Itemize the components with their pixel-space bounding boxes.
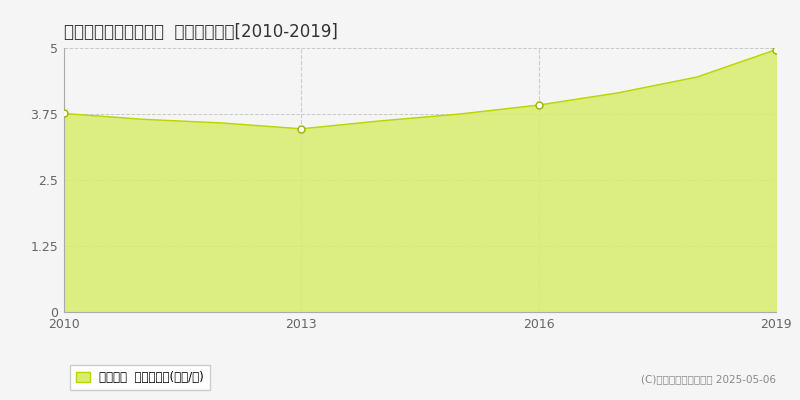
Point bbox=[58, 110, 70, 117]
Point bbox=[295, 126, 308, 132]
Text: 夷隅郡大多喜町大多喜  土地価格推移[2010-2019]: 夷隅郡大多喜町大多喜 土地価格推移[2010-2019] bbox=[64, 23, 338, 41]
Point bbox=[532, 102, 545, 108]
Point bbox=[770, 46, 782, 53]
Text: (C)土地価格ドットコム 2025-05-06: (C)土地価格ドットコム 2025-05-06 bbox=[641, 374, 776, 384]
Legend: 土地価格  平均坪単価(万円/坪): 土地価格 平均坪単価(万円/坪) bbox=[70, 366, 210, 390]
